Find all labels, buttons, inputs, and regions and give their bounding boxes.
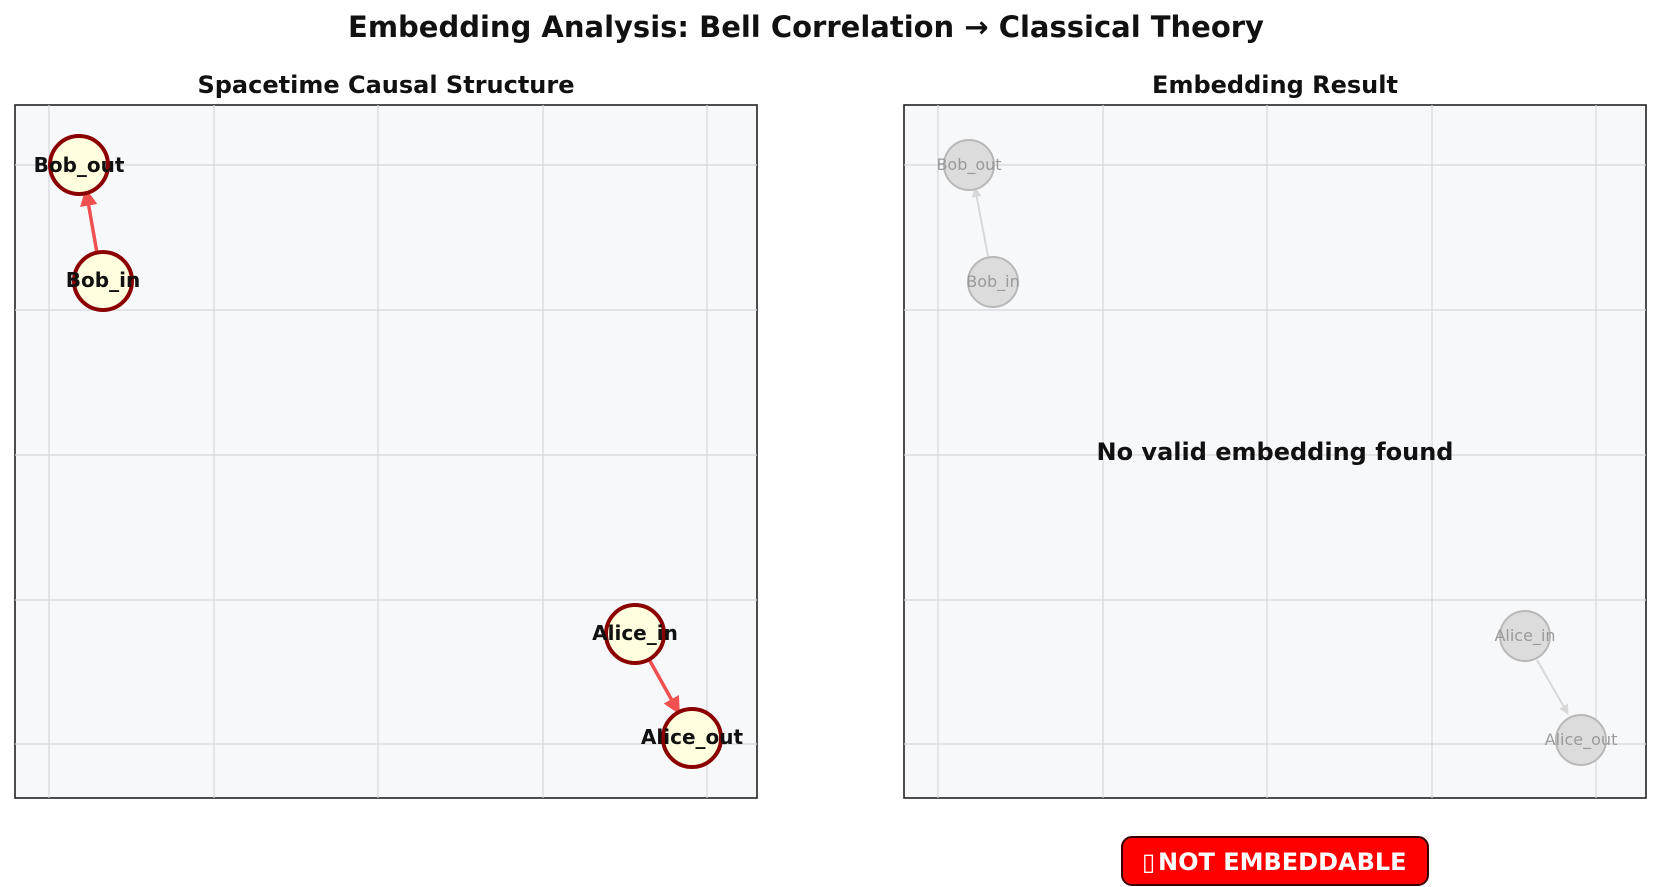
status-badge: ▯ NOT EMBEDDABLE — [1121, 836, 1429, 886]
edge-alice-in-to-alice-out — [648, 660, 681, 715]
right-edges — [971, 187, 1569, 715]
ghost-node-bob-out-circle — [943, 139, 995, 191]
node-bob-out: Bob_out — [34, 134, 125, 196]
ghost-node-bob-out-label: Bob_out — [936, 155, 1001, 175]
node-alice-out: Alice_out — [641, 707, 744, 769]
ghost-node-alice-in-label: Alice_in — [1494, 626, 1555, 646]
node-alice-out-label: Alice_out — [641, 725, 744, 749]
node-bob-out-circle — [48, 134, 110, 196]
ghost-node-bob-out: Bob_out — [936, 139, 1002, 191]
ghost-edge-bob-in-to-bob-out — [971, 187, 989, 257]
node-alice-in-label: Alice_in — [592, 621, 678, 645]
ghost-node-bob-in-label: Bob_in — [966, 272, 1020, 292]
left-edges — [80, 188, 681, 715]
node-alice-in: Alice_in — [592, 603, 678, 665]
ghost-node-alice-in: Alice_in — [1494, 610, 1556, 662]
left-panel: Spacetime Causal Structure Bob_out — [14, 71, 758, 799]
status-badge-label: NOT EMBEDDABLE — [1158, 848, 1407, 876]
ghost-node-bob-in-circle — [967, 256, 1019, 308]
left-panel-title: Spacetime Causal Structure — [197, 71, 574, 99]
right-panel-title: Embedding Result — [1152, 71, 1398, 99]
left-nodes: Bob_out Bob_in Alice_in Alice_out — [34, 134, 744, 769]
right-grid — [904, 105, 1646, 798]
status-badge-box — [1121, 836, 1429, 886]
left-plot-area — [14, 104, 758, 799]
node-bob-in: Bob_in — [66, 250, 140, 312]
status-badge-icon: ▯ — [1142, 848, 1155, 876]
ghost-node-bob-in: Bob_in — [966, 256, 1020, 308]
ghost-node-alice-out: Alice_out — [1545, 714, 1618, 766]
node-bob-in-label: Bob_in — [66, 268, 140, 292]
edge-bob-in-to-bob-out — [80, 188, 99, 254]
node-bob-out-label: Bob_out — [34, 153, 125, 177]
ghost-node-alice-out-circle — [1555, 714, 1607, 766]
right-panel: Embedding Result Bob_out Bob_in — [903, 71, 1647, 799]
no-embedding-message: No valid embedding found — [1097, 438, 1454, 466]
right-nodes: Bob_out Bob_in Alice_in Alice_out — [936, 139, 1618, 766]
figure-title: Embedding Analysis: Bell Correlation → C… — [348, 10, 1264, 44]
node-alice-out-circle — [661, 707, 723, 769]
left-grid — [15, 105, 757, 798]
right-plot-area — [903, 104, 1647, 799]
ghost-edge-alice-in-to-alice-out — [1536, 659, 1569, 715]
node-alice-in-circle — [604, 603, 666, 665]
node-bob-in-circle — [72, 250, 134, 312]
ghost-node-alice-in-circle — [1499, 610, 1551, 662]
ghost-node-alice-out-label: Alice_out — [1545, 730, 1618, 750]
